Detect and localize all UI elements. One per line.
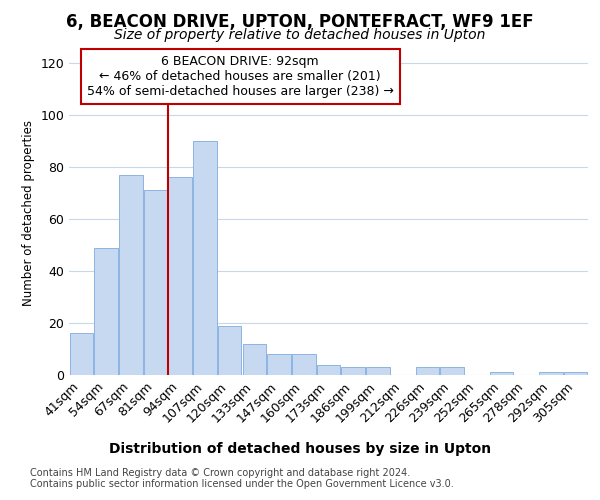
Text: Contains public sector information licensed under the Open Government Licence v3: Contains public sector information licen… <box>30 479 454 489</box>
Text: 6, BEACON DRIVE, UPTON, PONTEFRACT, WF9 1EF: 6, BEACON DRIVE, UPTON, PONTEFRACT, WF9 … <box>66 12 534 30</box>
Bar <box>242 344 266 375</box>
Bar <box>292 354 316 375</box>
Bar <box>193 141 217 375</box>
Bar <box>564 372 587 375</box>
Bar <box>539 372 563 375</box>
Bar <box>94 248 118 375</box>
Text: Distribution of detached houses by size in Upton: Distribution of detached houses by size … <box>109 442 491 456</box>
Text: 6 BEACON DRIVE: 92sqm
← 46% of detached houses are smaller (201)
54% of semi-det: 6 BEACON DRIVE: 92sqm ← 46% of detached … <box>87 55 394 98</box>
Bar <box>440 367 464 375</box>
Bar <box>268 354 291 375</box>
Bar <box>144 190 167 375</box>
Bar <box>341 367 365 375</box>
Bar <box>317 364 340 375</box>
Bar <box>416 367 439 375</box>
Bar <box>119 175 143 375</box>
Text: Size of property relative to detached houses in Upton: Size of property relative to detached ho… <box>115 28 485 42</box>
Bar <box>366 367 389 375</box>
Text: Contains HM Land Registry data © Crown copyright and database right 2024.: Contains HM Land Registry data © Crown c… <box>30 468 410 477</box>
Bar <box>70 334 93 375</box>
Y-axis label: Number of detached properties: Number of detached properties <box>22 120 35 306</box>
Bar <box>169 178 192 375</box>
Bar <box>218 326 241 375</box>
Bar <box>490 372 513 375</box>
